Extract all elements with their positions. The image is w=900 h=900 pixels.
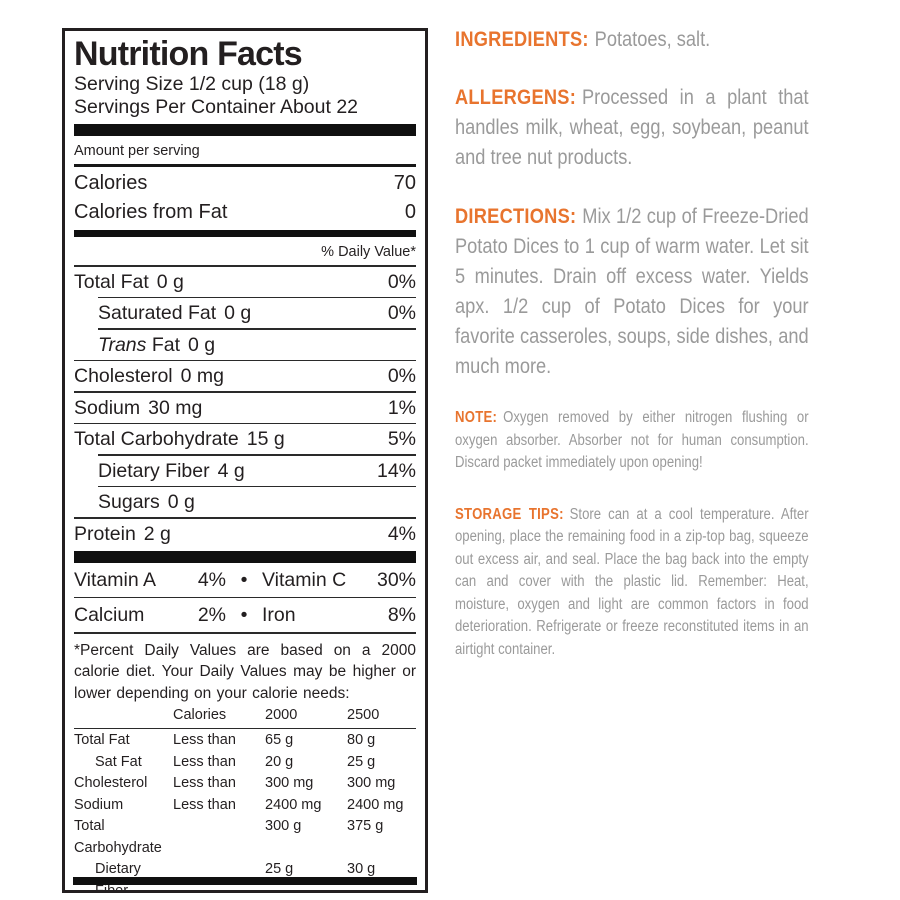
directions-text: Mix 1/2 cup of Freeze-Dried Potato Dices… [455, 204, 809, 378]
mineral-pct: 8% [387, 604, 416, 626]
product-info-column: INGREDIENTS: Potatoes, salt. ALLERGENS: Pr… [455, 24, 809, 661]
serving-size: Serving Size 1/2 cup (18 g) [74, 73, 310, 95]
nutrient-dv: 0% [387, 302, 416, 324]
divider-rule [74, 359, 416, 361]
amount-per-serving-label: Amount per serving [74, 143, 200, 159]
table-row: Dietary Fiber 25 g 30 g [95, 861, 376, 893]
directions-heading: DIRECTIONS: [455, 204, 577, 228]
divider-bar-thick [74, 550, 416, 563]
daily-values-table: Calories 2000 2500 Total Fat Less than 6… [74, 705, 416, 893]
daily-value-footnote: *Percent Daily Values are based on a 200… [74, 641, 416, 702]
nutrient-dv: 1% [387, 396, 416, 419]
nutrient-dv: 4% [387, 522, 416, 545]
nutrient-name: Trans Fat 0 g [98, 333, 216, 356]
directions-section: DIRECTIONS: Mix 1/2 cup of Freeze-Dried P… [455, 201, 809, 381]
note-text: Oxygen removed by either nitrogen flushi… [455, 409, 809, 471]
allergens-heading: ALLERGENS: [455, 85, 577, 109]
divider-rule [74, 422, 416, 424]
divider-rule [74, 596, 416, 598]
nutrition-facts-panel: Nutrition Facts Serving Size 1/2 cup (18… [62, 28, 428, 893]
col-header-2500: 2500 [347, 707, 380, 723]
nutrient-row-sugars: Sugars 0 g [74, 487, 416, 517]
nutrient-name: Total Fat 0 g [74, 270, 184, 293]
nutrient-name: Saturated Fat 0 g [98, 302, 252, 324]
mineral-pct: 2% [197, 604, 226, 626]
vitamin-pct: 4% [197, 568, 226, 591]
table-header-row: Calories 2000 2500 [74, 705, 416, 727]
storage-tips-text: Store can at a cool temperature. After o… [455, 505, 809, 658]
col-header-2000: 2000 [265, 707, 298, 723]
calories-from-fat-label: Calories from Fat [74, 201, 228, 223]
table-row: Cholesterol Less than 300 mg 300 mg [74, 775, 396, 791]
divider-bar-medium [74, 230, 416, 237]
nutrient-name: Protein 2 g [74, 522, 171, 545]
nutrition-facts-title: Nutrition Facts [74, 35, 303, 73]
table-row: Total Fat Less than 65 g 80 g [74, 732, 376, 748]
vitamin-row-a-c: Vitamin A 4% • Vitamin C 30% [74, 563, 416, 597]
divider-rule [98, 485, 416, 487]
mineral-name: Iron [262, 604, 296, 626]
nutrient-name: Sodium 30 mg [74, 396, 203, 419]
calories-label: Calories [74, 172, 148, 194]
nutrient-dv: 0% [387, 365, 416, 387]
storage-tips-section: STORAGE TIPS: Store can at a cool tempera… [455, 504, 809, 662]
servings-per-container: Servings Per Container About 22 [74, 96, 359, 118]
bullet-separator: • [240, 604, 248, 626]
divider-rule [74, 265, 416, 267]
divider-rule [74, 391, 416, 393]
nutrient-row-total-fat: Total Fat 0 g 0% [74, 267, 416, 297]
divider-rule [74, 632, 416, 634]
nutrient-dv: 0% [387, 270, 416, 293]
vitamin-name: Vitamin C [262, 568, 347, 591]
storage-tips-heading: STORAGE TIPS: [455, 505, 564, 523]
nutrient-row-dietary-fiber: Dietary Fiber 4 g 14% [74, 456, 416, 486]
divider-rule [98, 296, 416, 298]
allergens-text: Processed in a plant that handles milk, … [455, 85, 809, 169]
mineral-name: Calcium [74, 604, 145, 626]
nutrient-row-trans-fat: Trans Fat 0 g [74, 330, 416, 360]
bullet-separator: • [240, 568, 248, 591]
divider-rule [74, 164, 416, 167]
note-section: NOTE: Oxygen removed by either nitrogen f… [455, 407, 809, 475]
calories-from-fat-row: Calories from Fat 0 [74, 196, 416, 225]
nutrient-name: Total Carbohydrate 15 g [74, 428, 285, 450]
ingredients-section: INGREDIENTS: Potatoes, salt. [455, 24, 809, 54]
nutrient-name: Sugars 0 g [98, 491, 195, 513]
calories-value: 70 [393, 172, 416, 194]
nutrient-row-total-carbohydrate: Total Carbohydrate 15 g 5% [74, 424, 416, 454]
nutrient-name: Dietary Fiber 4 g [98, 459, 245, 482]
nutrient-name: Cholesterol 0 mg [74, 365, 224, 387]
calories-row: Calories 70 [74, 167, 416, 196]
nutrient-row-cholesterol: Cholesterol 0 mg 0% [74, 361, 416, 391]
vitamin-pct: 30% [376, 568, 416, 591]
note-heading: NOTE: [455, 409, 498, 426]
divider-rule [74, 727, 416, 729]
allergens-section: ALLERGENS: Processed in a plant that hand… [455, 82, 809, 172]
ingredients-text: Potatoes, salt. [594, 27, 711, 51]
divider-bar-bottom [73, 877, 417, 885]
nutrient-row-sodium: Sodium 30 mg 1% [74, 393, 416, 423]
divider-rule [98, 328, 416, 330]
divider-rule [74, 517, 416, 519]
divider-bar-thick [74, 124, 416, 136]
ingredients-heading: INGREDIENTS: [455, 27, 589, 51]
nutrient-dv: 5% [387, 428, 416, 450]
table-row: Sat Fat Less than 20 g 25 g [95, 753, 376, 770]
calories-from-fat-value: 0 [404, 201, 416, 223]
vitamin-name: Vitamin A [74, 568, 157, 591]
mineral-row-calcium-iron: Calcium 2% • Iron 8% [74, 598, 416, 632]
col-header-calories: Calories [173, 707, 227, 723]
table-row: Total Carbohydrate 300 g 375 g [74, 818, 384, 856]
table-row: Sodium Less than 2400 mg 2400 mg [74, 796, 404, 813]
nutrient-row-saturated-fat: Saturated Fat 0 g 0% [74, 298, 416, 328]
divider-rule [98, 454, 416, 456]
daily-value-header: % Daily Value* [321, 244, 416, 260]
nutrient-dv: 14% [376, 459, 416, 482]
nutrient-row-protein: Protein 2 g 4% [74, 519, 416, 549]
